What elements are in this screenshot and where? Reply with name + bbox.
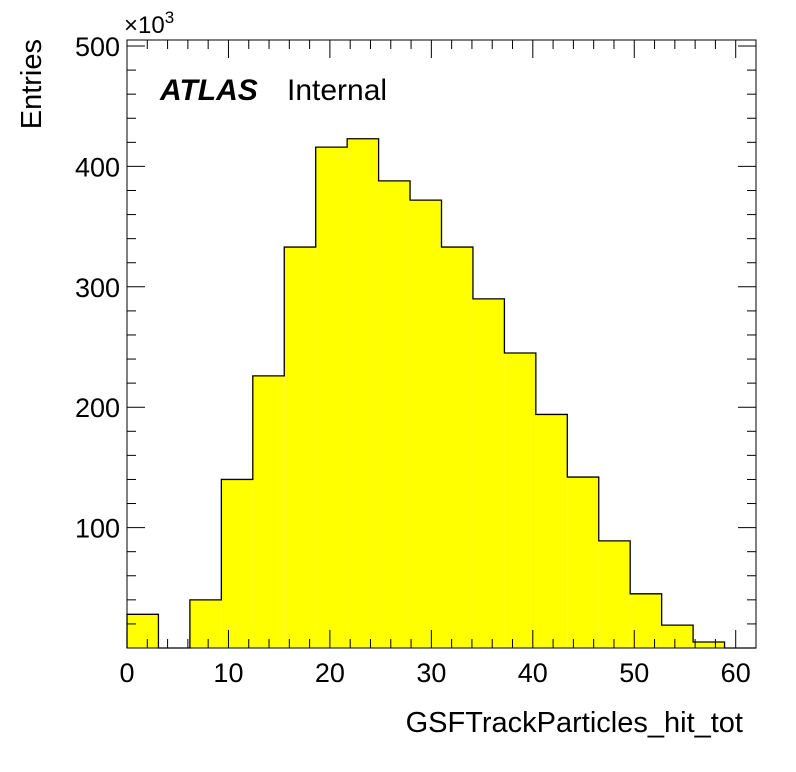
y-tick-label: 400 [75,152,120,182]
histogram-bar [535,414,568,648]
y-axis-title: Entries [16,39,48,129]
histogram-bar [189,599,222,648]
x-tick-label: 60 [721,658,751,688]
histogram-bar [598,540,631,648]
y-tick-labels: 100 200 300 400 500 [75,32,120,544]
y-tick-label: 100 [75,514,120,544]
histogram-bar [347,138,379,649]
x-tick-labels: 0 10 20 30 40 50 60 [119,658,750,688]
y-tick-label: 200 [75,393,120,423]
histogram-bar [567,477,599,648]
histogram-bar [315,147,348,649]
x-tick-label: 40 [518,658,548,688]
axis-ticks [126,40,757,648]
x-tick-label: 30 [416,658,446,688]
histogram-bar [661,625,694,648]
y-multiplier: ×103 [124,8,174,39]
histogram-bar [127,614,159,648]
histogram-bar [221,479,253,648]
x-tick-label: 0 [119,658,134,688]
x-axis-title: GSFTrackParticles_hit_tot [406,707,743,739]
y-tick-label: 500 [75,32,120,62]
histogram-bar [504,353,536,648]
histogram-bars [126,138,756,649]
y-tick-label: 300 [75,273,120,303]
histogram-bar [284,247,316,649]
histogram-outline [126,138,756,649]
atlas-label: ATLAS [159,74,258,107]
histogram-bar [410,200,442,648]
internal-label: Internal [287,74,387,107]
histogram-bar [630,593,662,648]
y-multiplier-exponent: 3 [165,8,174,27]
histogram-bar [252,375,285,648]
x-tick-label: 20 [315,658,345,688]
x-tick-label: 10 [213,658,243,688]
histogram-bar [693,641,725,648]
histogram-bar [378,180,411,648]
histogram-bar [472,298,505,648]
histogram-bar [441,247,473,649]
x-tick-label: 50 [619,658,649,688]
plot-frame [126,39,757,649]
